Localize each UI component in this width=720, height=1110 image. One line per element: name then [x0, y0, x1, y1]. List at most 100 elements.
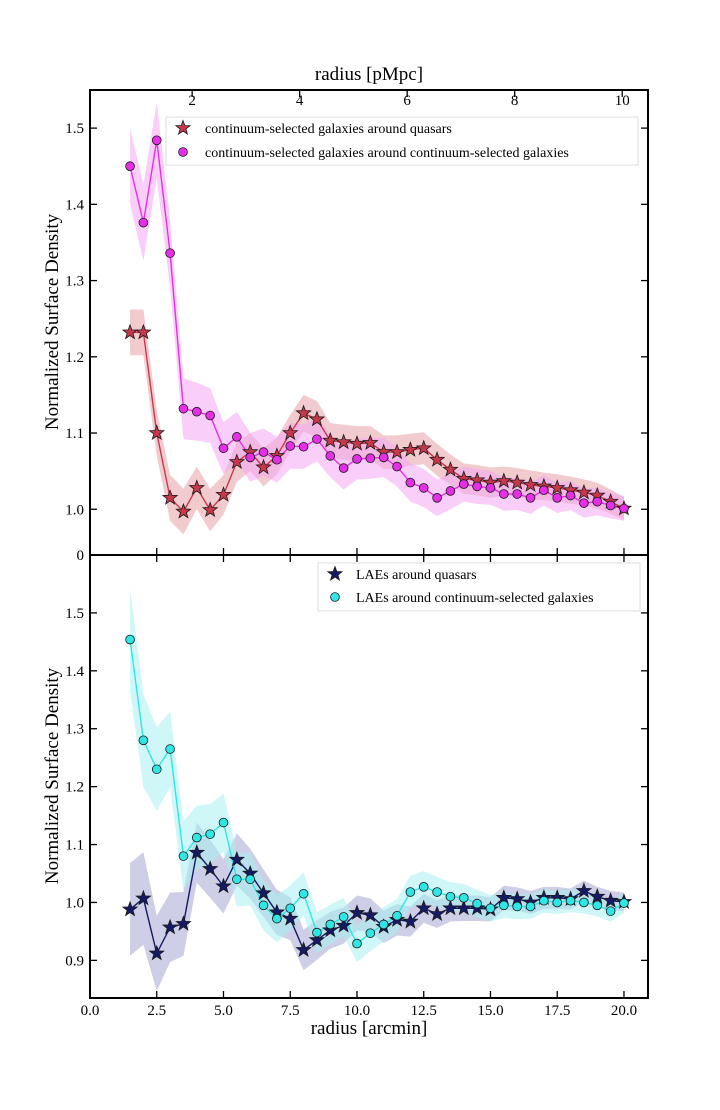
bottom-series-1-point [352, 938, 362, 949]
top-series-0-point [428, 451, 446, 467]
bottom-series-0-point [442, 899, 459, 916]
top-xtick-label: 2 [188, 93, 196, 109]
top-axis-label: radius [pMpc] [315, 64, 423, 85]
top-series-1-point [258, 447, 269, 457]
bottom-series-1-point [579, 897, 589, 908]
top-series-1-point [619, 503, 629, 514]
top-series-0-point [388, 443, 406, 460]
bottom-xtick-label: 15.0 [477, 1003, 503, 1019]
bottom-series-1-point [365, 928, 376, 938]
top-series-0-point [282, 424, 299, 441]
top-series-1-point [472, 481, 482, 492]
bottom-series-0-point [255, 884, 272, 901]
top-series-1-point [485, 483, 496, 493]
bottom-series-1-point [285, 903, 296, 914]
top-series-0-point [335, 433, 352, 450]
bottom-series-0-point [322, 921, 339, 938]
top-legend-box [165, 116, 639, 166]
bottom-series-0-point [362, 906, 379, 923]
top-legend-label-1: continuum-selected galaxies around conti… [205, 146, 569, 161]
bottom-series-1-point [405, 887, 416, 897]
bottom-series-0-point [348, 904, 366, 920]
bottom-series-0-point [402, 912, 419, 929]
top-series-1-point [352, 454, 362, 464]
bottom-panel-ylabel: Normalized Surface Density [42, 667, 63, 884]
top-series-0-point [575, 483, 593, 500]
bottom-series-1-point [472, 898, 482, 909]
top-series-1-point [218, 443, 229, 454]
top-series-1-point [525, 493, 536, 503]
bottom-ytick-label: 0 [77, 548, 85, 564]
top-series-1-point [232, 432, 242, 442]
top-series-0-point [228, 453, 246, 470]
bottom-series-1-point [499, 900, 509, 911]
bottom-series-1-point [218, 817, 229, 828]
bottom-panel-frame [89, 554, 649, 999]
top-series-1-point [325, 451, 336, 461]
bottom-series-1-point [298, 888, 309, 899]
top-series-0-point [121, 323, 139, 340]
bottom-series-1-point [165, 744, 175, 754]
bottom-series-1-point [191, 832, 202, 843]
top-series-1-point [565, 490, 576, 501]
bottom-series-1-point [485, 903, 496, 914]
top-series-0-point [308, 410, 326, 427]
bottom-series-1-point [592, 900, 603, 911]
top-series-0-point [175, 502, 192, 519]
bottom-series-1-point [392, 910, 402, 921]
bottom-xtick-label: 20.0 [611, 1003, 637, 1019]
top-series-0-point [442, 460, 459, 477]
bottom-series-1-point [525, 901, 536, 912]
top-series-0-point [348, 435, 366, 451]
top-series-1-point [392, 461, 402, 472]
top-series-0-point [135, 323, 152, 340]
top-ytick-label: 1.3 [65, 274, 84, 290]
bottom-series-1-point [605, 906, 616, 916]
bottom-series-0-point [148, 944, 165, 961]
bottom-series-0-point [228, 850, 246, 867]
bottom-series-1-point [245, 874, 255, 885]
bottom-legend-label-1: LAEs around continuum-selected galaxies [356, 591, 594, 606]
bottom-series-1-point [205, 829, 215, 839]
top-legend-label-0: continuum-selected galaxies around quasa… [205, 122, 452, 137]
bottom-ytick-label: 1.5 [65, 606, 84, 622]
top-series-1-point [191, 406, 202, 417]
top-series-0-point [548, 479, 566, 495]
top-series-1-point [445, 486, 456, 496]
bottom-legend-marker [326, 565, 344, 582]
top-series-1-point [138, 217, 149, 228]
top-series-1-point [458, 479, 469, 489]
top-series-1-point [605, 500, 616, 511]
bottom-series-0-point [121, 900, 139, 917]
top-series-0-point [161, 489, 179, 505]
top-series-1-point [151, 135, 162, 146]
bottom-series-0-point [215, 877, 232, 894]
top-xtick-label: 8 [511, 93, 519, 109]
bottom-series-1-point [432, 887, 442, 897]
bottom-series-1-point [552, 897, 563, 908]
top-series-1-point [539, 485, 549, 496]
bottom-series-0-point [161, 918, 179, 935]
bottom-panel-xlabel: radius [arcmin] [311, 1018, 428, 1039]
bottom-series-0-point [455, 899, 473, 916]
top-series-1-point [378, 452, 389, 463]
top-series-0-point [362, 434, 379, 450]
top-series-0-point [522, 476, 539, 492]
top-legend: continuum-selected galaxies around quasa… [165, 116, 639, 166]
top-series-1-point [165, 248, 175, 258]
bottom-series-1-point [458, 893, 469, 903]
bottom-panel: 0.9 1.0 1.1 1.2 1.3 1.4 1.5 0 0.0 2.5 5.0 7.5 10.0 1… [42, 548, 649, 1039]
bottom-series-1-point [619, 898, 629, 908]
bottom-xtick-label: 12.5 [411, 1003, 437, 1019]
top-panel-ylabel: Normalized Surface Density [42, 213, 63, 430]
top-series-1-point [432, 493, 442, 503]
bottom-series-0-point [428, 905, 446, 922]
top-series-0-point [188, 479, 206, 495]
top-series-0-point [415, 439, 432, 456]
top-series-1-point [592, 496, 603, 507]
bottom-series-1-point [378, 919, 389, 930]
bottom-series-1-point [138, 735, 149, 746]
top-series-0-point [201, 501, 219, 518]
bottom-series-1-point [512, 901, 522, 912]
bottom-xtick-label: 10.0 [344, 1003, 370, 1019]
